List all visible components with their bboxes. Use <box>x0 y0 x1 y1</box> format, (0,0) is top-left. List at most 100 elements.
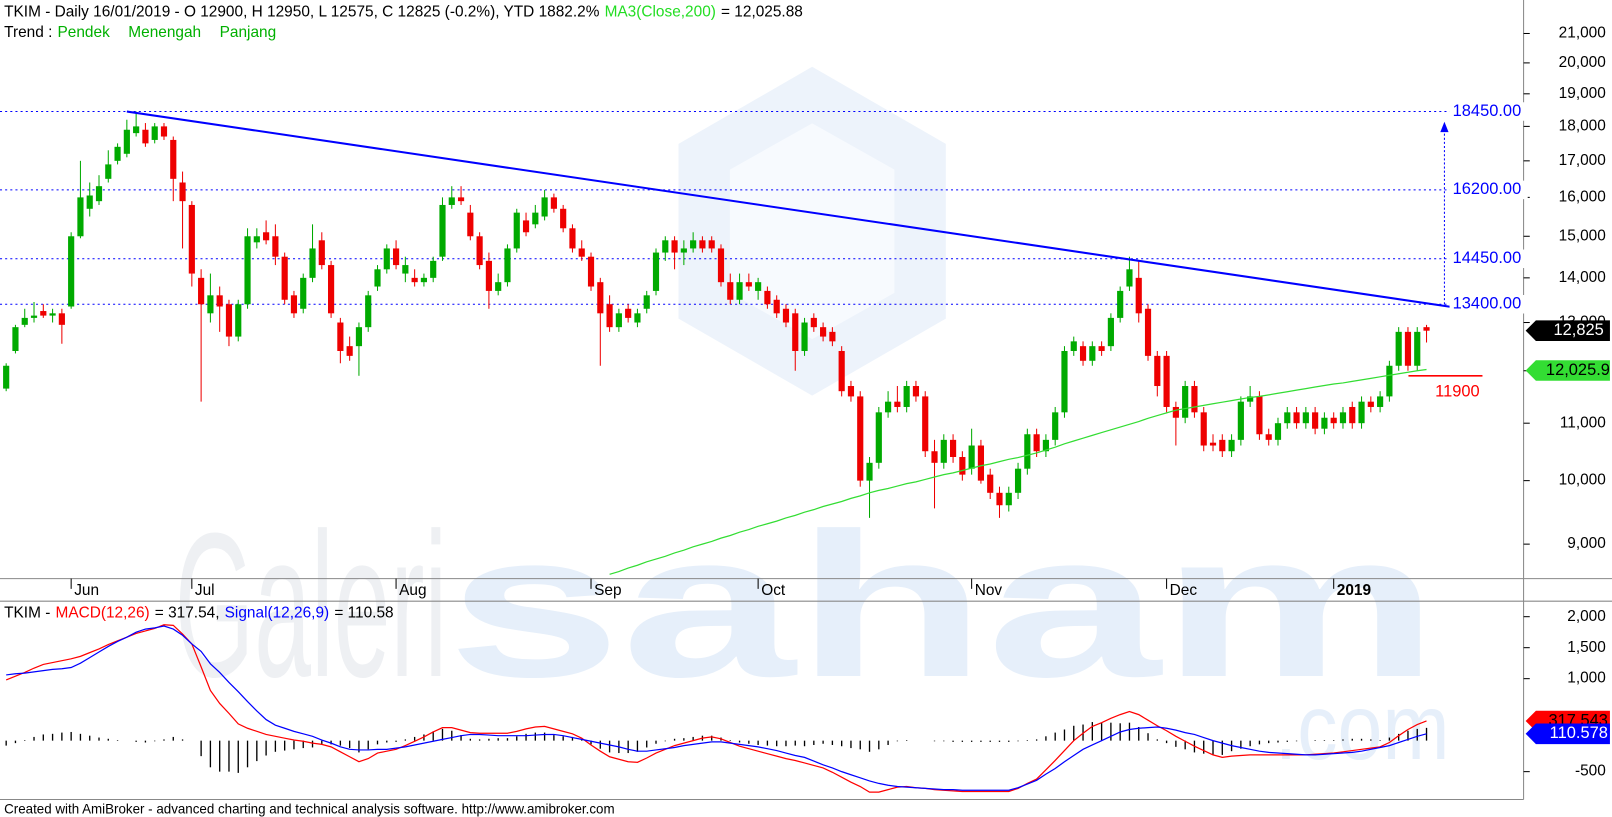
candle-body <box>1395 331 1402 366</box>
candle-body <box>439 204 446 257</box>
y-tick-label: 19,000 <box>1559 85 1606 102</box>
candle-body <box>1005 492 1012 506</box>
candle-body <box>1126 269 1133 287</box>
candle-body <box>225 304 233 337</box>
candle-body <box>235 304 242 337</box>
candle-body <box>1237 401 1244 440</box>
level-label: 13400.00 <box>1453 295 1522 313</box>
candle-body <box>49 313 56 316</box>
candle-body <box>875 412 882 463</box>
candle-body <box>968 445 975 469</box>
trend-item: Menengah <box>128 24 201 41</box>
y-tick-label: 16,000 <box>1559 188 1606 205</box>
candle-body <box>1256 396 1263 435</box>
candle-body <box>188 204 195 274</box>
legend-entry: MA3(Close,200) <box>605 3 716 20</box>
candle-body <box>300 277 307 309</box>
candle-body <box>151 126 158 140</box>
candle-body <box>198 277 205 305</box>
candle-body <box>58 313 65 325</box>
candle-body <box>95 186 103 202</box>
candle-body <box>801 322 808 351</box>
overlays: 11900 18450.00 16200.00 14450.00 13400.00 <box>1408 102 1528 401</box>
candle-body <box>86 195 93 209</box>
candle-body <box>160 126 168 137</box>
candle-body <box>1172 406 1179 418</box>
candle-body <box>309 248 316 278</box>
candle-body <box>949 439 957 457</box>
candle-body <box>244 236 251 305</box>
candle-body <box>903 386 910 407</box>
candle-body <box>987 474 994 493</box>
x-tick-label: Aug <box>399 582 426 599</box>
watermark-text: Galeri <box>175 490 447 720</box>
price-badge-label: 12,825 <box>1553 321 1603 339</box>
candle-body <box>1339 412 1347 424</box>
x-tick-label: Nov <box>975 582 1003 599</box>
candle-body <box>569 228 576 249</box>
candle-body <box>1117 290 1124 318</box>
candle-body <box>736 282 743 300</box>
candle-body <box>977 445 985 481</box>
candle-body <box>1024 434 1031 469</box>
level-label: 14450.00 <box>1453 249 1522 267</box>
candle-body <box>922 396 929 452</box>
candle-body <box>699 240 706 249</box>
trend-line <box>126 110 1464 310</box>
y-tick-label: 1,000 <box>1567 670 1606 687</box>
y-tick-label: 10,000 <box>1559 472 1606 489</box>
candle-body <box>1377 396 1384 407</box>
candle-body <box>1358 401 1365 424</box>
y-tick-label: 20,000 <box>1559 54 1606 71</box>
x-tick-label: Sep <box>594 582 621 599</box>
candle-body <box>1367 401 1374 407</box>
candle-body <box>402 265 409 274</box>
y-tick-label: 11,000 <box>1560 414 1606 431</box>
candle-body <box>1098 346 1105 351</box>
candle-body <box>1089 346 1096 361</box>
candle-body <box>3 365 10 389</box>
level-label: 18450.00 <box>1453 102 1522 120</box>
candle-body <box>615 313 622 328</box>
candle-body <box>476 236 483 266</box>
candle-body <box>263 232 270 241</box>
candle-body <box>1014 468 1022 493</box>
candle-body <box>587 256 595 287</box>
candle-body <box>838 350 845 392</box>
candle-body <box>1135 277 1142 314</box>
candle-body <box>959 456 966 475</box>
candle-body <box>996 492 1003 506</box>
trend-item: Panjang <box>220 24 277 41</box>
candle-body <box>1349 406 1356 424</box>
candle-body <box>708 240 715 249</box>
candle-body <box>30 315 38 318</box>
candle-body <box>318 240 325 266</box>
candle-body <box>1293 412 1300 424</box>
y-tick-label: 18,000 <box>1559 117 1606 134</box>
y-tick-label: 17,000 <box>1559 152 1606 169</box>
watermark: Galeri saham .com <box>175 66 1450 779</box>
candle-body <box>634 313 641 323</box>
candle-body <box>1052 412 1059 440</box>
candle-body <box>504 248 511 283</box>
candle-body <box>1274 423 1282 440</box>
y-tick-label: 1,500 <box>1567 639 1606 656</box>
candle-body <box>866 462 873 481</box>
candle-body <box>541 197 548 217</box>
candle-body <box>179 182 186 202</box>
candle-body <box>782 308 790 323</box>
legend-value: = 317.54, <box>155 605 220 622</box>
level-label-bg <box>1449 295 1528 314</box>
candle-body <box>448 197 455 205</box>
x-tick-label: Oct <box>761 582 786 599</box>
candle-body <box>457 197 465 202</box>
trend-item: Pendek <box>58 24 111 41</box>
candle-body <box>355 327 363 347</box>
candle-body <box>755 282 762 291</box>
level-label: 16200.00 <box>1453 180 1522 198</box>
candle-body <box>105 164 112 179</box>
candle-body <box>365 295 372 328</box>
candle-body <box>727 282 734 300</box>
